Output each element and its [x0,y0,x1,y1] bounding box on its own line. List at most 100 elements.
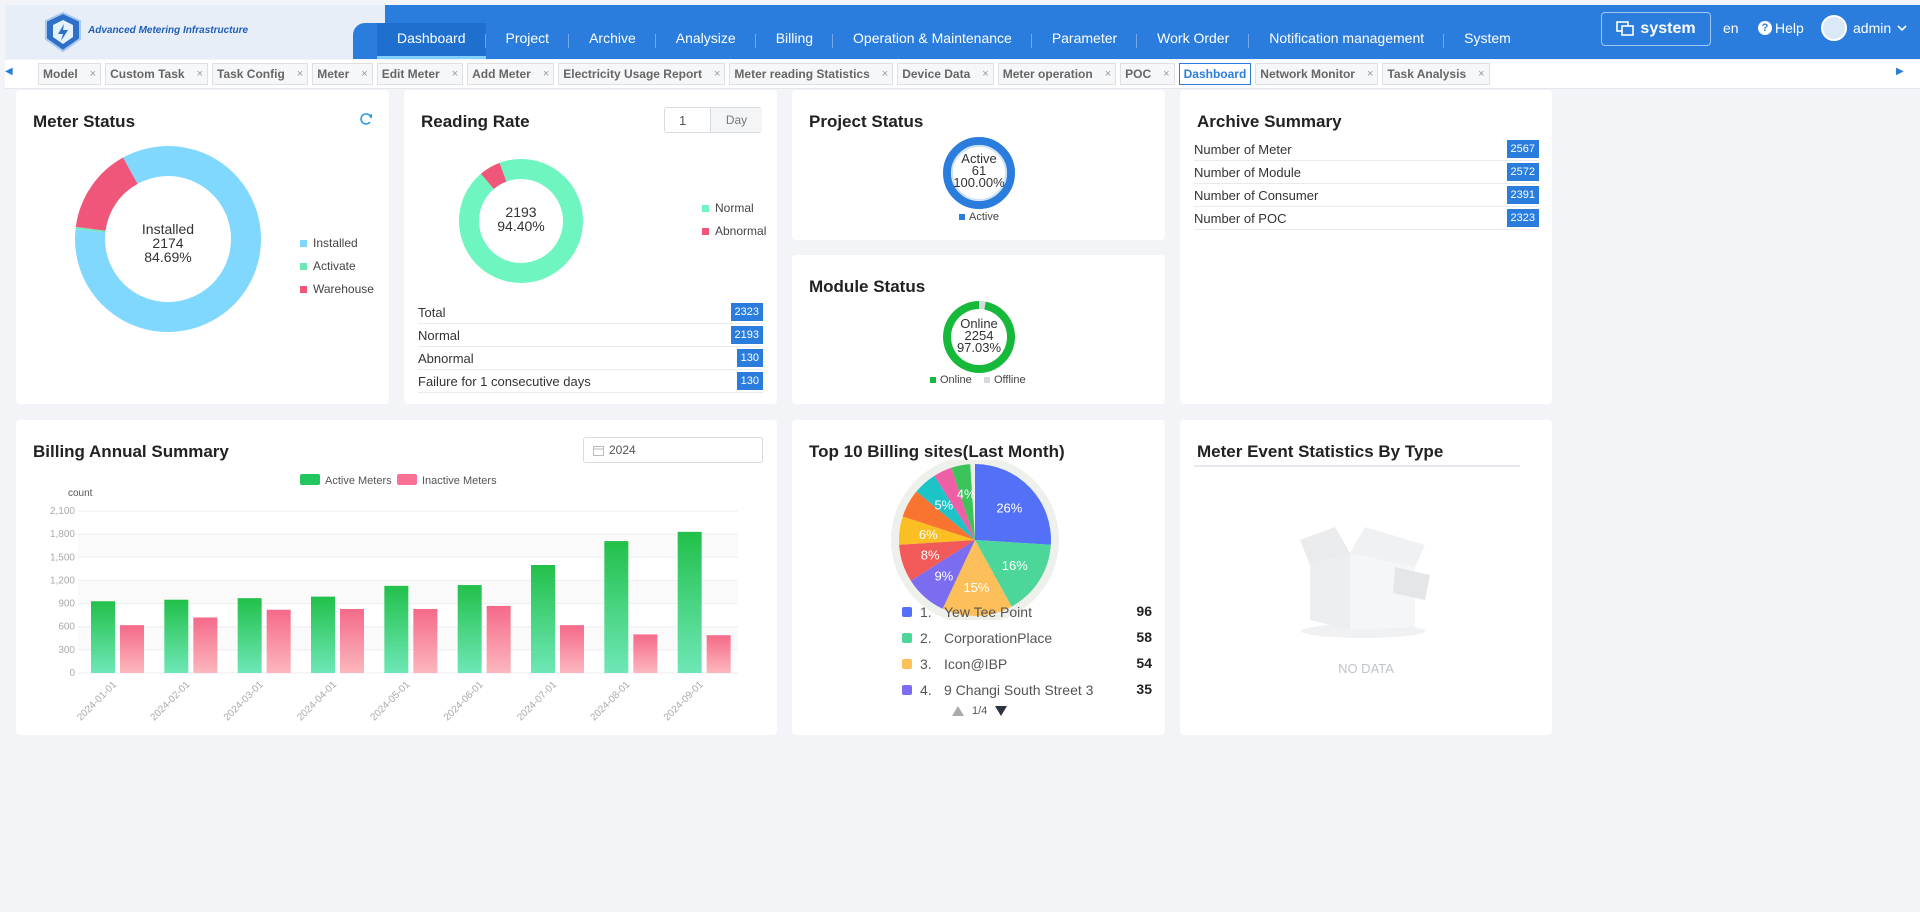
tab-task-config[interactable]: Task Config × [212,63,309,85]
inactive-bar-2024-09-01[interactable] [706,635,731,673]
tab-task-analysis[interactable]: Task Analysis × [1382,63,1490,85]
tab-poc[interactable]: POC × [1120,63,1175,85]
nav-item-parameter[interactable]: Parameter [1032,23,1138,59]
tab-scroll-left-icon[interactable]: ◀ [5,66,13,77]
close-icon[interactable]: × [982,68,989,80]
nav-item-archive[interactable]: Archive [569,23,656,59]
tab-custom-task[interactable]: Custom Task × [105,63,209,85]
close-icon[interactable]: × [451,68,459,80]
tab-label: Custom Task [110,67,185,81]
tab-meter-reading-statistics[interactable]: Meter reading Statistics × [729,63,894,85]
pie-slice-9[interactable] [951,464,975,540]
billing-summary-card: Billing Annual Summary 2024 Active Meter… [16,420,777,735]
pie-slice-0[interactable] [975,464,1051,545]
calendar-icon [593,446,604,456]
nav-item-billing[interactable]: Billing [756,23,834,59]
close-icon[interactable]: × [196,68,204,80]
language-switch[interactable]: en [1723,20,1739,36]
legend-label: Warehouse [313,282,374,296]
close-icon[interactable]: × [89,68,97,80]
site-name: Yew Tee Point [944,604,1032,620]
active-bar-2024-01-01[interactable] [91,601,115,673]
close-icon[interactable]: × [1366,68,1374,80]
nav-item-notification-management[interactable]: Notification management [1249,23,1445,59]
pie-slice-5[interactable] [899,516,975,545]
pager-down-icon[interactable] [995,706,1008,716]
inactive-bar-2024-02-01[interactable] [193,617,218,673]
nav-item-operation-maintenance[interactable]: Operation & Maintenance [833,23,1032,59]
pie-slice-8[interactable] [934,467,975,540]
close-icon[interactable]: × [1163,68,1170,80]
system-switch-button[interactable]: system [1601,12,1711,46]
tab-label: Meter operation [1002,67,1093,81]
active-bar-2024-04-01[interactable] [311,596,335,673]
tab-device-data[interactable]: Device Data × [897,63,994,85]
tab-label: Task Config [217,67,285,81]
tab-meter[interactable]: Meter × [312,63,373,85]
help-icon: ? [1758,21,1772,35]
inactive-bar-2024-04-01[interactable] [340,608,364,673]
help-link[interactable]: ? Help [1758,20,1804,36]
pager-up-icon[interactable] [952,706,964,716]
year-value[interactable]: 2024 [609,443,636,457]
nav-item-dashboard[interactable]: Dashboard [377,23,486,59]
inactive-bar-2024-03-01[interactable] [266,609,291,673]
active-bar-2024-09-01[interactable] [677,531,702,673]
pie-slice-3[interactable] [910,540,975,609]
site-row[interactable]: 2. CorporationPlace 58 [902,628,1152,648]
site-swatch [902,659,912,669]
tab-model[interactable]: Model × [38,63,102,85]
pie-slice-6[interactable] [902,491,975,540]
pie-slice-2[interactable] [942,540,1012,616]
site-row[interactable]: 1. Yew Tee Point 96 [902,602,1152,622]
tab-edit-meter[interactable]: Edit Meter × [376,63,464,85]
close-icon[interactable]: × [361,68,368,80]
pie-slice-4[interactable] [899,540,975,581]
meter-center-value: 2174 [152,235,184,251]
inactive-bar-2024-08-01[interactable] [633,634,658,673]
day-input[interactable]: 1 [679,113,687,128]
pie-slice-7[interactable] [916,475,975,540]
inactive-bar-2024-06-01[interactable] [486,605,511,673]
tab-meter-operation[interactable]: Meter operation × [997,63,1117,85]
pie-slice-1[interactable] [975,540,1051,607]
active-bar-2024-08-01[interactable] [604,541,629,673]
active-bar-2024-07-01[interactable] [531,565,555,673]
nav-item-system[interactable]: System [1464,30,1511,46]
tab-dashboard[interactable]: Dashboard [1178,63,1252,85]
inactive-bar-2024-01-01[interactable] [120,625,144,673]
close-icon[interactable]: × [296,68,304,80]
inactive-bar-2024-05-01[interactable] [413,608,438,673]
tab-add-meter[interactable]: Add Meter × [467,63,555,85]
system-icon [1616,21,1635,36]
legend-activate: Activate [300,259,356,273]
legend-normal: Normal [702,201,754,215]
nav-item-analysize[interactable]: Analysize [656,23,756,59]
reading-rate-donut [459,159,583,283]
close-icon[interactable]: × [1478,68,1485,80]
active-bar-2024-05-01[interactable] [384,585,409,673]
site-row[interactable]: 4. 9 Changi South Street 3 35 [902,680,1152,700]
inactive-bar-2024-07-01[interactable] [560,625,584,673]
site-rank: 1. [920,604,932,620]
day-selector[interactable]: 1 Day [664,107,762,133]
site-swatch [902,607,912,617]
refresh-icon[interactable] [359,112,373,126]
nav-item-project[interactable]: Project [486,23,570,59]
nav-item-work-order[interactable]: Work Order [1137,23,1250,59]
tab-scroll-right-icon[interactable]: ▶ [1896,66,1904,77]
active-bar-2024-06-01[interactable] [457,585,482,673]
site-row[interactable]: 3. Icon@IBP 54 [902,654,1152,674]
close-icon[interactable]: × [713,68,721,80]
close-icon[interactable]: × [1104,68,1112,80]
user-menu[interactable]: admin [1821,15,1907,41]
active-bar-2024-02-01[interactable] [164,599,189,673]
close-icon[interactable]: × [542,68,550,80]
x-tick-label: 2024-08-01 [589,679,633,723]
year-picker[interactable]: 2024 [583,437,763,463]
site-value: 58 [1136,629,1152,645]
tab-network-monitor[interactable]: Network Monitor × [1255,63,1379,85]
active-bar-2024-03-01[interactable] [237,598,262,673]
close-icon[interactable]: × [881,68,889,80]
tab-electricity-usage-report[interactable]: Electricity Usage Report × [558,63,726,85]
